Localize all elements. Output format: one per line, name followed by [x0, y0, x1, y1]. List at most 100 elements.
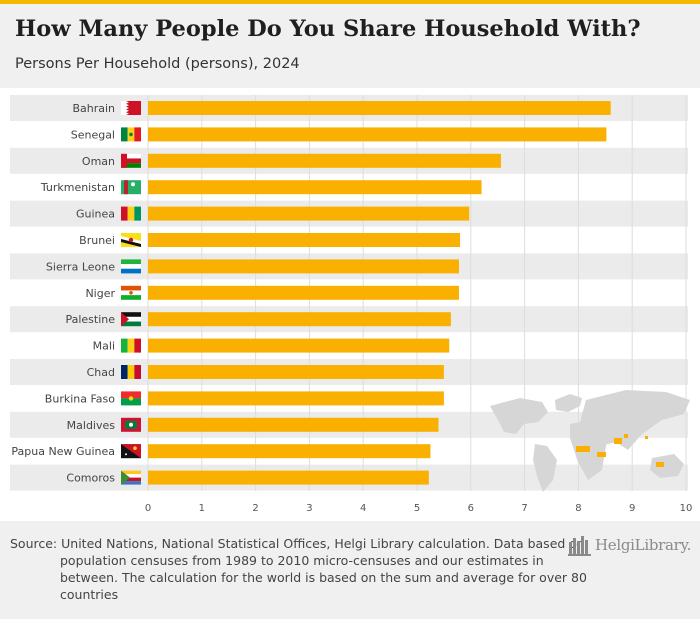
bar — [148, 444, 431, 459]
logo-text: HelgiLibrary. — [595, 536, 692, 554]
world-map-land — [533, 444, 557, 492]
flag-part — [121, 316, 141, 322]
bar — [148, 417, 439, 432]
flag-part — [121, 398, 141, 406]
x-tick-label: 8 — [575, 503, 581, 514]
sierra-leone-flag-icon — [121, 259, 141, 274]
bar — [148, 312, 451, 327]
x-tick-label: 2 — [252, 503, 258, 514]
flag-part — [134, 206, 141, 221]
category-label: Turkmenistan — [40, 181, 115, 194]
world-map-land — [650, 454, 684, 478]
flag-part — [121, 127, 128, 142]
flag-part — [129, 422, 133, 427]
category-label: Mali — [93, 340, 115, 353]
flag-part — [121, 153, 141, 159]
flag-part — [121, 295, 141, 300]
flag-part — [134, 127, 141, 142]
flag-part — [121, 163, 141, 168]
category-label: Brunei — [79, 234, 115, 247]
world-map-land — [555, 394, 582, 412]
category-label: Bahrain — [72, 102, 115, 115]
chart-subtitle: Persons Per Household (persons), 2024 — [15, 56, 300, 72]
flag-part — [121, 470, 130, 485]
bar — [148, 285, 459, 300]
world-map-land — [580, 390, 690, 450]
flag-part — [129, 132, 133, 137]
bar — [148, 338, 450, 353]
flag-part — [129, 291, 133, 295]
flag-part — [128, 396, 134, 401]
world-map-highlight-region — [624, 434, 628, 438]
turkmenistan-flag-icon — [121, 180, 141, 195]
x-tick-label: 7 — [521, 503, 527, 514]
oman-flag-icon — [121, 153, 141, 168]
world-map-highlight-region — [576, 446, 590, 452]
flag-part — [125, 453, 127, 456]
flag-part — [121, 470, 141, 475]
x-tick-label: 9 — [629, 503, 635, 514]
bar — [148, 180, 482, 195]
flag-part — [121, 481, 141, 485]
category-label: Chad — [87, 366, 115, 379]
category-label: Papua New Guinea — [11, 445, 115, 458]
bar — [148, 153, 501, 168]
category-label: Guinea — [76, 208, 115, 221]
header: How Many People Do You Share Household W… — [0, 4, 700, 88]
comoros-flag-icon — [121, 470, 141, 485]
flag-part — [121, 285, 141, 291]
flag-part — [121, 153, 127, 168]
x-tick-label: 3 — [306, 503, 312, 514]
bar-chart: Bahrain Senegal Oman Turkmenistan Guinea Brun… — [10, 95, 692, 514]
maldives-flag-icon — [121, 417, 141, 432]
bar — [148, 233, 461, 247]
flag-part — [121, 312, 129, 327]
flag-part — [121, 264, 141, 269]
brunei-flag-icon — [121, 233, 141, 247]
flag-part — [127, 338, 135, 353]
x-tick-label: 5 — [414, 503, 420, 514]
world-map-highlight — [576, 434, 664, 467]
burkina-faso-flag-icon — [121, 391, 141, 406]
library-logo-icon — [568, 536, 591, 556]
world-map-highlight-region — [656, 462, 664, 467]
world-map-highlight-region — [645, 436, 648, 439]
flag-part — [134, 365, 141, 379]
flag-part — [121, 259, 141, 265]
flag-part — [121, 391, 141, 399]
chad-flag-icon — [121, 365, 141, 379]
category-label: Palestine — [65, 313, 115, 326]
category-label: Senegal — [71, 128, 115, 141]
accent-bar — [0, 0, 700, 4]
category-label: Oman — [82, 155, 115, 168]
flag-part — [121, 206, 128, 221]
source-note: Source: United Nations, National Statist… — [10, 536, 587, 602]
world-map-highlight-region — [597, 452, 606, 457]
world-map-land — [490, 398, 548, 434]
flag-part — [126, 109, 129, 113]
category-label: Maldives — [67, 419, 116, 432]
palestine-flag-icon — [121, 312, 141, 327]
bar — [148, 206, 470, 221]
flag-part — [126, 101, 129, 104]
mali-flag-icon — [121, 338, 141, 353]
bar — [148, 259, 459, 274]
chart-panel: Bahrain Senegal Oman Turkmenistan Guinea Brun… — [0, 88, 700, 521]
senegal-flag-icon — [121, 127, 141, 142]
flag-part — [124, 180, 128, 195]
flag-part — [121, 158, 141, 164]
flag-part — [121, 474, 141, 478]
flag-part — [128, 237, 134, 243]
flag-part — [127, 365, 135, 379]
x-tick-label: 1 — [199, 503, 205, 514]
world-map-highlight-region — [614, 438, 622, 444]
flag-part — [121, 312, 141, 317]
flag-part — [133, 446, 137, 451]
bar — [148, 470, 429, 485]
category-label: Niger — [85, 287, 115, 300]
bar — [148, 101, 611, 115]
flag-part — [121, 338, 128, 353]
bar — [148, 391, 444, 406]
flag-part — [126, 103, 129, 107]
flag-part — [134, 338, 141, 353]
